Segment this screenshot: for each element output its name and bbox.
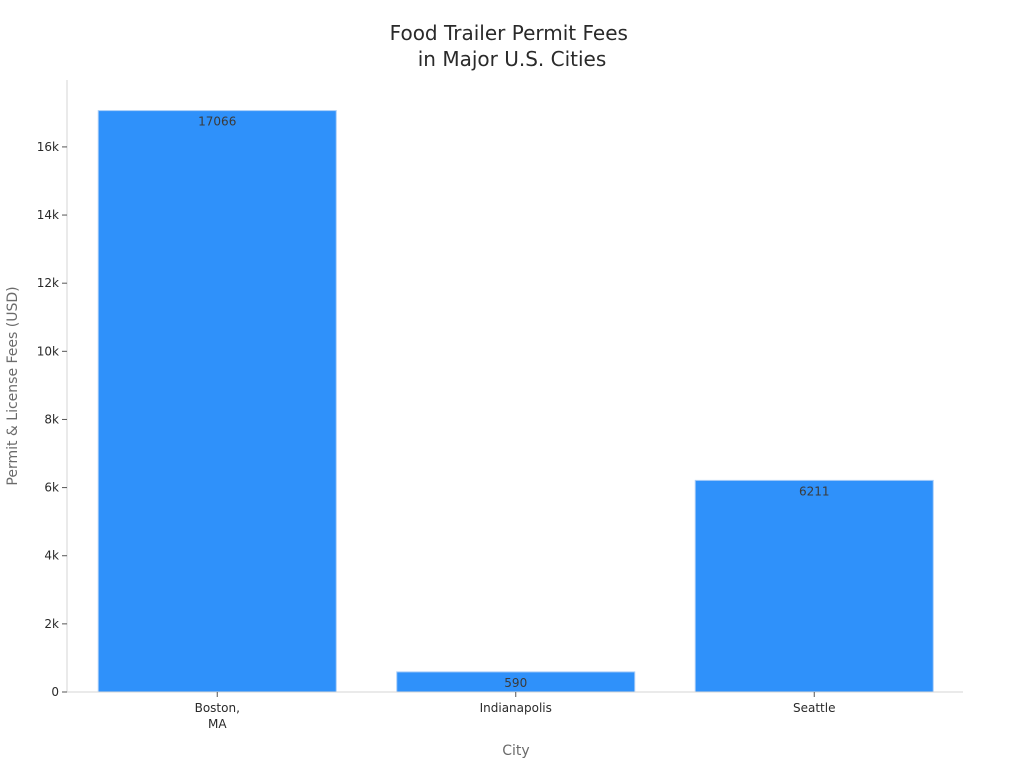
bar	[97, 110, 337, 693]
bars-layer	[97, 110, 934, 693]
chart-title: Food Trailer Permit Fees in Major U.S. C…	[390, 21, 635, 71]
x-tick-label: Seattle	[793, 701, 835, 715]
y-tick-label: 6k	[44, 481, 59, 495]
bar	[694, 479, 934, 693]
y-tick-label: 12k	[37, 276, 59, 290]
labels-layer: 0 2k 4k 6k 8k 10k 12k 14k 16k Boston, MA 17066 India…	[37, 115, 836, 731]
y-tick-label: 14k	[37, 208, 59, 222]
axes-layer	[62, 80, 963, 697]
chart-title-line-1: Food Trailer Permit Fees	[390, 21, 628, 45]
y-tick-label: 10k	[37, 344, 59, 358]
x-axis-title: City	[502, 743, 529, 759]
data-label: 17066	[198, 115, 236, 129]
x-tick-label-line: Boston,	[195, 701, 240, 715]
chart-title-line-2: in Major U.S. Cities	[418, 47, 607, 71]
y-tick-label: 0	[51, 685, 59, 699]
x-tick-label-line: MA	[208, 717, 227, 731]
y-axis-title: Permit & License Fees (USD)	[5, 286, 21, 485]
data-label: 590	[504, 676, 527, 690]
x-tick-label-line: Seattle	[793, 701, 835, 715]
y-tick-label: 2k	[44, 617, 59, 631]
x-tick-label: Boston, MA	[195, 701, 240, 731]
y-tick-label: 16k	[37, 140, 59, 154]
y-tick-label: 4k	[44, 549, 59, 563]
x-tick-label-line: Indianapolis	[480, 701, 552, 715]
data-label: 6211	[799, 484, 830, 498]
y-tick-label: 8k	[44, 412, 59, 426]
x-tick-label: Indianapolis	[480, 701, 552, 715]
